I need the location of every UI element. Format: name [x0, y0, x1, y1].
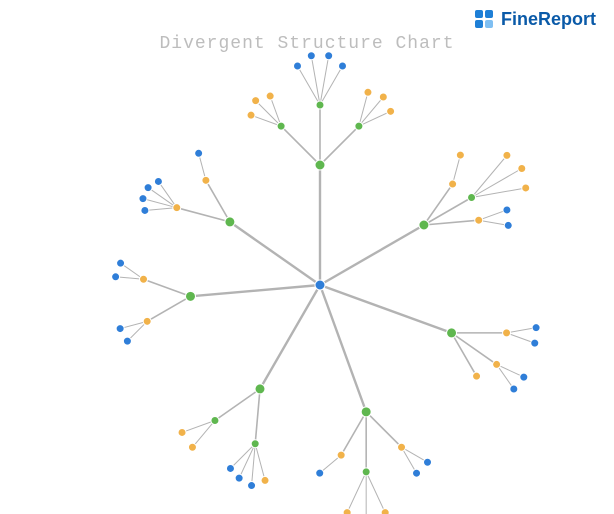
chart-node — [140, 275, 148, 283]
chart-edge — [359, 111, 391, 126]
chart-node — [195, 149, 203, 157]
chart-node — [504, 221, 512, 229]
chart-node — [316, 101, 324, 109]
chart-node — [185, 291, 195, 301]
chart-node — [315, 280, 325, 290]
chart-edge — [452, 333, 497, 365]
chart-edge — [260, 285, 320, 389]
chart-edge — [251, 115, 281, 126]
chart-edge — [366, 472, 385, 513]
chart-node — [343, 509, 351, 514]
chart-node — [178, 428, 186, 436]
chart-edge — [452, 333, 477, 376]
chart-node — [255, 384, 265, 394]
chart-node — [144, 184, 152, 192]
chart-node — [277, 122, 285, 130]
chart-node — [188, 443, 196, 451]
chart-node — [510, 385, 518, 393]
chart-node — [355, 122, 363, 130]
chart-node — [447, 328, 457, 338]
chart-node — [493, 360, 501, 368]
divergent-structure-chart — [0, 0, 614, 514]
chart-edge — [424, 184, 453, 225]
chart-node — [520, 373, 528, 381]
chart-node — [475, 216, 483, 224]
chart-node — [381, 509, 389, 514]
chart-node — [251, 440, 259, 448]
chart-edge — [144, 279, 191, 296]
chart-node — [456, 151, 464, 159]
chart-node — [307, 52, 315, 60]
chart-node — [518, 165, 526, 173]
chart-node — [266, 92, 274, 100]
chart-node — [235, 474, 243, 482]
chart-node — [339, 62, 347, 70]
chart-edge — [255, 444, 265, 481]
chart-edge — [320, 126, 359, 165]
chart-node — [316, 469, 324, 477]
chart-edge — [145, 208, 177, 211]
chart-edge — [270, 96, 281, 126]
chart-node — [123, 337, 131, 345]
chart-node — [361, 407, 371, 417]
chart-node — [424, 458, 432, 466]
chart-edge — [320, 225, 424, 285]
chart-edge — [255, 389, 260, 444]
chart-node — [211, 416, 219, 424]
chart-node — [141, 206, 149, 214]
chart-node — [413, 469, 421, 477]
chart-node — [364, 88, 372, 96]
chart-node — [449, 180, 457, 188]
chart-node — [468, 194, 476, 202]
chart-node — [261, 476, 269, 484]
chart-node — [154, 177, 162, 185]
chart-edge — [230, 222, 320, 285]
chart-edge — [190, 285, 320, 296]
chart-node — [139, 195, 147, 203]
chart-node — [362, 468, 370, 476]
chart-edge — [479, 220, 509, 225]
chart-node — [532, 324, 540, 332]
chart-node — [503, 151, 511, 159]
chart-node — [522, 184, 530, 192]
chart-node — [387, 107, 395, 115]
chart-node — [117, 259, 125, 267]
chart-edge — [147, 296, 190, 321]
chart-node — [143, 317, 151, 325]
chart-edge — [366, 412, 401, 447]
chart-node — [315, 160, 325, 170]
chart-edge — [230, 444, 255, 469]
chart-node — [379, 93, 387, 101]
chart-node — [252, 97, 260, 105]
chart-node — [225, 217, 235, 227]
chart-edge — [215, 389, 260, 421]
chart-edge — [347, 472, 366, 513]
chart-edge — [507, 328, 537, 333]
chart-edge — [472, 155, 507, 197]
chart-node — [173, 204, 181, 212]
chart-node — [294, 62, 302, 70]
chart-node — [503, 206, 511, 214]
chart-node — [473, 372, 481, 380]
chart-edge — [177, 208, 230, 222]
chart-node — [419, 220, 429, 230]
chart-node — [247, 111, 255, 119]
chart-node — [226, 464, 234, 472]
chart-edge — [256, 101, 281, 126]
chart-node — [398, 443, 406, 451]
chart-edge — [341, 412, 366, 455]
chart-node — [503, 329, 511, 337]
chart-edge — [320, 285, 452, 333]
chart-node — [337, 451, 345, 459]
chart-node — [531, 339, 539, 347]
chart-node — [325, 52, 333, 60]
chart-node — [248, 482, 256, 490]
chart-edge — [148, 188, 177, 208]
chart-edge — [281, 126, 320, 165]
chart-node — [112, 273, 120, 281]
chart-node — [202, 176, 210, 184]
chart-edge — [320, 285, 366, 412]
chart-node — [116, 325, 124, 333]
